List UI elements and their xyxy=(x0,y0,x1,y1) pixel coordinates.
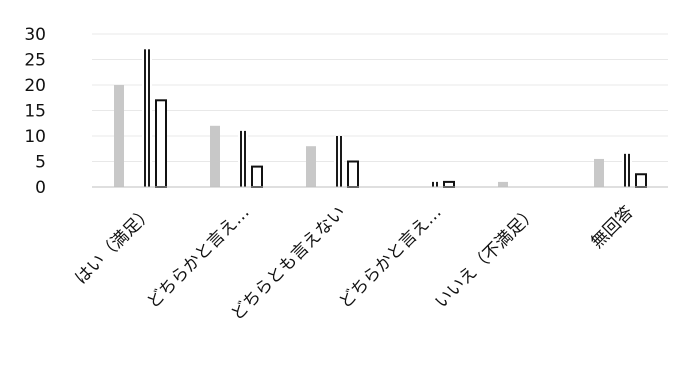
bar-series-3-cat-1 xyxy=(142,49,152,187)
bar-series-3-cat-2 xyxy=(238,130,248,187)
bar-series-3-cat-4 xyxy=(430,181,440,187)
x-tick-label: どちらかと言え… xyxy=(143,202,253,312)
bar-series-1-cat-1 xyxy=(114,85,124,187)
bar-series-1-cat-6 xyxy=(594,158,604,187)
bar-series-1-cat-2 xyxy=(210,125,220,187)
bars xyxy=(114,49,647,189)
bar-series-4-cat-2 xyxy=(251,165,263,189)
x-axis: はい（満足）どちらかと言え…どちらとも言えないどちらかと言え…いいえ（不満足）無… xyxy=(71,202,637,324)
y-tick-label: 10 xyxy=(24,127,46,147)
bar-series-3-cat-3 xyxy=(334,136,344,187)
y-tick-label: 0 xyxy=(35,178,46,198)
y-axis: 0 5 10 15 20 25 30 xyxy=(24,25,46,198)
gridlines xyxy=(92,33,668,162)
x-tick-label: 無回答 xyxy=(587,202,637,252)
x-tick-label: いいえ（不満足） xyxy=(431,202,541,312)
bar-series-1-cat-3 xyxy=(306,146,316,187)
bar-series-4-cat-3 xyxy=(347,160,359,188)
bar-series-1-cat-5 xyxy=(498,181,508,187)
x-tick-label: どちらかと言え… xyxy=(335,202,445,312)
bar-series-4-cat-1 xyxy=(155,99,167,188)
bar-series-4-cat-4 xyxy=(443,180,455,188)
bar-series-4-cat-6 xyxy=(635,173,647,188)
y-tick-label: 15 xyxy=(24,102,46,122)
y-tick-label: 25 xyxy=(24,51,46,71)
y-tick-label: 20 xyxy=(24,76,46,96)
x-tick-label: はい（満足） xyxy=(71,202,157,288)
bar-series-3-cat-6 xyxy=(622,153,632,187)
y-tick-label: 5 xyxy=(35,153,46,173)
y-tick-label: 30 xyxy=(24,25,46,45)
